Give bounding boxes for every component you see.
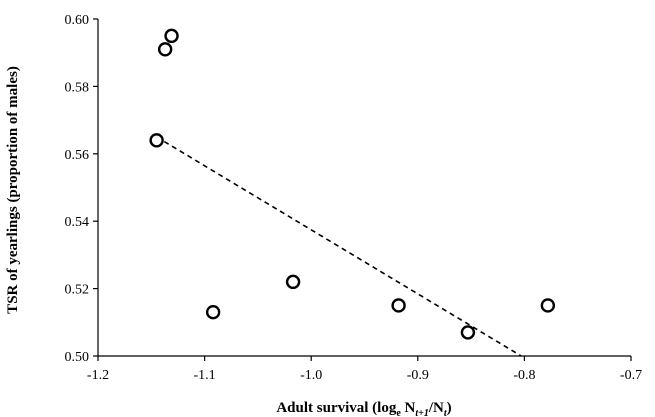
- x-tick-label: -0.8: [513, 368, 535, 383]
- y-axis: 0.50 0.52 0.54 0.56 0.58 0.60: [65, 13, 99, 365]
- data-point: [285, 274, 301, 290]
- y-tick-label: 0.50: [65, 350, 90, 365]
- data-point: [205, 304, 221, 320]
- plot-area: [149, 28, 556, 357]
- y-tick-label: 0.54: [65, 215, 90, 230]
- data-point: [460, 325, 476, 340]
- y-axis-title: TSR of yearlings (proportion of males): [5, 66, 21, 314]
- x-tick-label: -0.7: [620, 368, 642, 383]
- trendline: [156, 136, 522, 357]
- x-tick-label: -0.9: [407, 368, 429, 383]
- x-axis: -1.2 -1.1 -1.0 -0.9 -0.8 -0.7: [87, 355, 642, 383]
- data-point: [157, 42, 173, 57]
- data-point: [391, 298, 406, 313]
- data-point: [164, 28, 179, 44]
- y-tick-label: 0.56: [65, 148, 90, 163]
- x-tick-label: -1.0: [300, 368, 322, 383]
- data-point: [149, 133, 164, 148]
- y-tick-label: 0.52: [65, 283, 90, 298]
- x-axis-title: Adult survival (loge Nt+1/Nt): [276, 400, 451, 417]
- y-tick-label: 0.60: [65, 13, 90, 28]
- data-point: [540, 298, 556, 313]
- y-tick-label: 0.58: [65, 80, 90, 95]
- x-tick-label: -1.1: [194, 368, 216, 383]
- x-tick-label: -1.2: [87, 368, 109, 383]
